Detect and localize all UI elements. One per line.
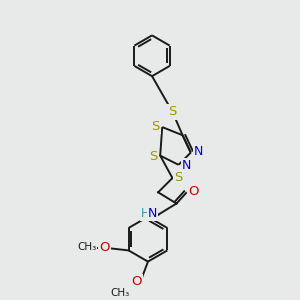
Text: S: S [151, 120, 159, 133]
Text: O: O [131, 275, 142, 289]
Text: O: O [99, 241, 109, 254]
Text: CH₃: CH₃ [111, 288, 130, 298]
Text: N: N [182, 159, 191, 172]
Text: H: H [141, 207, 150, 220]
Text: N: N [148, 207, 157, 220]
Text: S: S [168, 105, 177, 118]
Text: S: S [174, 170, 183, 184]
Text: S: S [149, 150, 157, 163]
Text: N: N [194, 145, 204, 158]
Text: CH₃: CH₃ [77, 242, 96, 252]
Text: O: O [189, 185, 199, 198]
